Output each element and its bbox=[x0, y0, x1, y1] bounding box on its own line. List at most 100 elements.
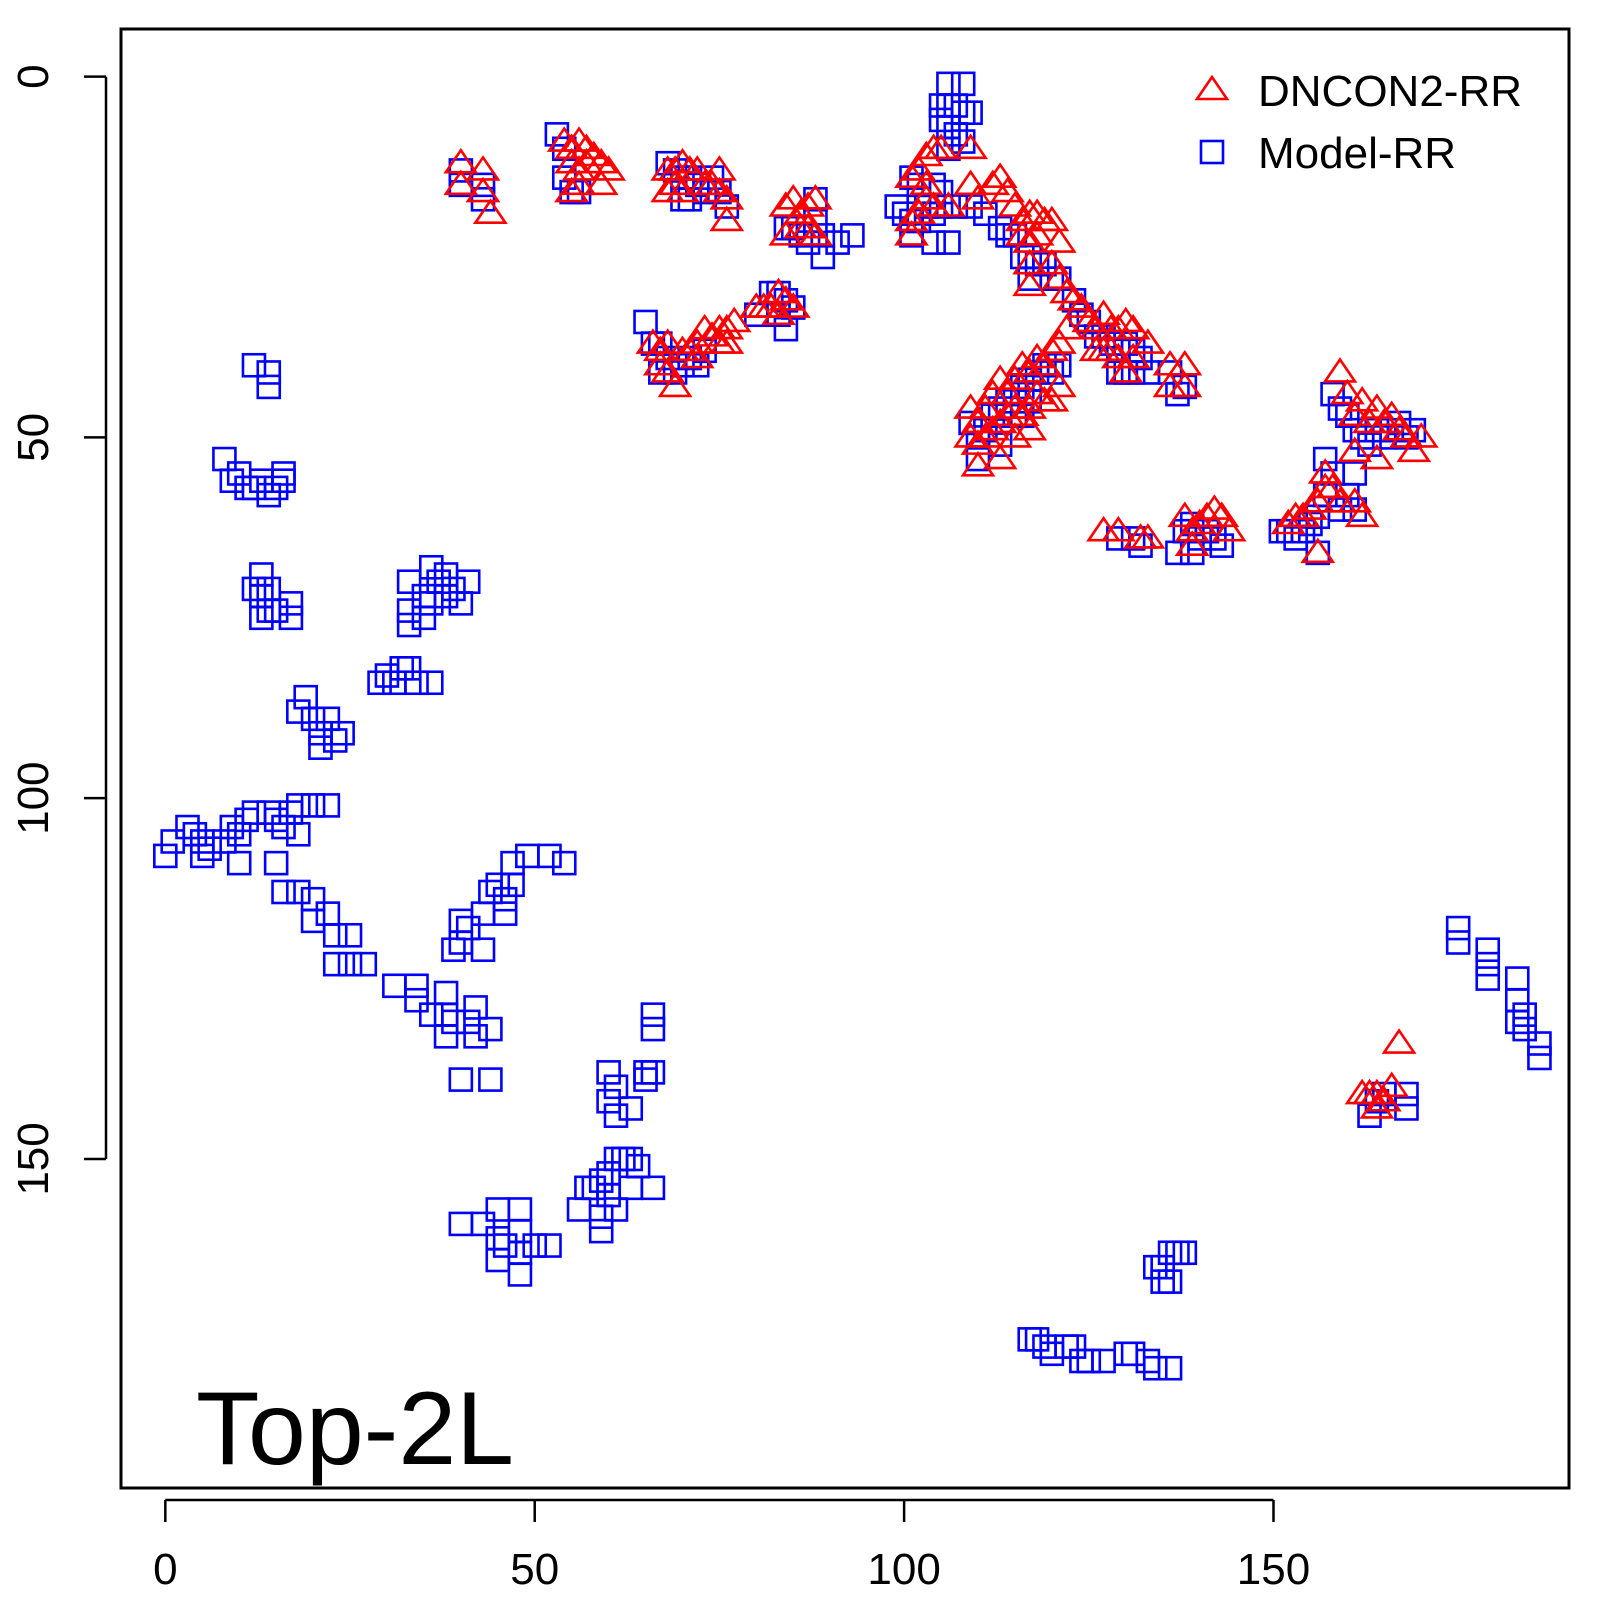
dncon2-rr-point bbox=[908, 183, 944, 210]
model-rr-point bbox=[256, 360, 282, 385]
model-rr-point bbox=[404, 670, 429, 696]
model-rr-point bbox=[271, 814, 296, 840]
model-rr-point bbox=[1394, 1096, 1419, 1121]
model-rr-point bbox=[382, 973, 407, 999]
model-rr-point bbox=[640, 1002, 666, 1027]
model-rr-point bbox=[1150, 1269, 1175, 1294]
model-rr-point bbox=[308, 735, 333, 760]
model-rr-point bbox=[322, 951, 348, 977]
model-rr-point bbox=[596, 1161, 621, 1186]
model-rr-point bbox=[1202, 526, 1227, 551]
dncon2-rr-point bbox=[1381, 1028, 1417, 1054]
dncon2-rr-point bbox=[1167, 349, 1203, 376]
legend-label: Model-RR bbox=[1258, 129, 1456, 178]
dncon2-rr-point bbox=[1344, 386, 1380, 412]
dncon2-rr-point bbox=[657, 371, 693, 398]
dncon2-rr-point bbox=[709, 205, 745, 232]
model-rr-point bbox=[286, 821, 311, 847]
model-rr-point bbox=[182, 821, 208, 847]
model-rr-point bbox=[219, 814, 245, 840]
model-rr-point bbox=[950, 100, 976, 126]
model-rr-point bbox=[271, 468, 296, 493]
model-rr-point bbox=[337, 922, 363, 948]
model-rr-point bbox=[256, 800, 282, 825]
model-rr-point bbox=[1142, 1355, 1168, 1381]
model-rr-point bbox=[1165, 540, 1190, 566]
dncon2-rr-point bbox=[901, 198, 937, 225]
model-rr-point bbox=[286, 879, 311, 905]
dncon2-rr-point bbox=[1374, 1071, 1410, 1098]
dncon2-rr-point bbox=[1329, 378, 1365, 405]
model-rr-point bbox=[256, 482, 282, 508]
dncon2-rr-point bbox=[679, 342, 715, 369]
dncon2-rr-point bbox=[709, 313, 745, 340]
model-rr-point bbox=[249, 468, 274, 493]
model-rr-point bbox=[249, 562, 274, 587]
model-rr-point bbox=[1512, 1002, 1537, 1027]
model-rr-point bbox=[315, 793, 341, 818]
model-rr-point bbox=[441, 576, 466, 602]
dncon2-rr-point bbox=[953, 169, 989, 196]
model-rr-point bbox=[300, 886, 326, 912]
model-rr-point bbox=[448, 591, 474, 616]
model-rr-point bbox=[1335, 403, 1360, 429]
dncon2-rr-point bbox=[1196, 494, 1232, 520]
model-rr-point bbox=[1179, 540, 1205, 566]
model-rr-point bbox=[574, 1175, 599, 1201]
dncon2-rr-point bbox=[716, 306, 752, 333]
model-rr-point bbox=[470, 937, 496, 963]
model-rr-point bbox=[566, 1197, 592, 1222]
legend-dncon2-rr-marker bbox=[1194, 74, 1230, 101]
model-rr-point bbox=[1165, 1240, 1190, 1266]
model-rr-point bbox=[507, 1197, 533, 1222]
model-rr-point bbox=[1475, 951, 1501, 977]
dncon2-rr-point bbox=[1174, 515, 1210, 542]
model-rr-point bbox=[618, 1175, 644, 1201]
model-rr-point bbox=[1327, 497, 1353, 522]
dncon2-rr-point bbox=[967, 422, 1003, 448]
model-rr-point bbox=[515, 843, 540, 869]
model-rr-point bbox=[773, 316, 799, 342]
dncon2-rr-point bbox=[1004, 349, 1040, 376]
model-rr-point bbox=[840, 223, 865, 248]
dncon2-rr-point bbox=[894, 220, 929, 246]
model-rr-point bbox=[492, 886, 518, 912]
model-rr-point bbox=[1024, 1327, 1050, 1352]
model-rr-point bbox=[485, 1247, 511, 1273]
model-rr-point bbox=[382, 670, 407, 696]
legend: DNCON2-RR Model-RR bbox=[1194, 67, 1522, 178]
model-rr-point bbox=[507, 1240, 533, 1266]
model-rr-point bbox=[441, 1009, 466, 1035]
y-tick-label: 50 bbox=[9, 413, 58, 462]
model-rr-point bbox=[396, 612, 422, 638]
model-rr-point bbox=[640, 1060, 666, 1085]
dncon2-rr-point bbox=[1337, 487, 1373, 513]
model-rr-point bbox=[1504, 987, 1530, 1013]
model-rr-point bbox=[256, 576, 282, 602]
model-rr-point bbox=[1017, 1327, 1042, 1352]
dncon2-rr-point bbox=[642, 349, 678, 376]
model-rr-point bbox=[226, 821, 252, 847]
model-rr-point bbox=[1091, 1348, 1116, 1374]
model-rr-point bbox=[566, 179, 592, 205]
model-rr-point bbox=[212, 446, 237, 472]
model-rr-point bbox=[396, 598, 422, 623]
dncon2-rr-point bbox=[997, 191, 1033, 217]
dncon2-rr-point bbox=[768, 220, 804, 246]
dncon2-rr-point bbox=[901, 155, 937, 181]
model-rr-point bbox=[500, 872, 525, 898]
model-rr-point bbox=[160, 829, 186, 854]
model-rr-point bbox=[943, 122, 969, 147]
model-rr-point bbox=[234, 807, 259, 833]
dncon2-rr-point bbox=[650, 176, 686, 203]
model-rr-point bbox=[389, 656, 415, 681]
model-rr-point bbox=[640, 1016, 666, 1042]
model-rr-point bbox=[596, 1088, 621, 1114]
model-rr-point bbox=[367, 670, 392, 696]
dncon2-rr-point bbox=[1019, 220, 1055, 246]
data-marks bbox=[153, 71, 1552, 1381]
dncon2-rr-point bbox=[1374, 400, 1410, 427]
dncon2-rr-point bbox=[1100, 515, 1136, 542]
dncon2-rr-point bbox=[908, 140, 944, 167]
model-rr-point bbox=[226, 461, 252, 486]
